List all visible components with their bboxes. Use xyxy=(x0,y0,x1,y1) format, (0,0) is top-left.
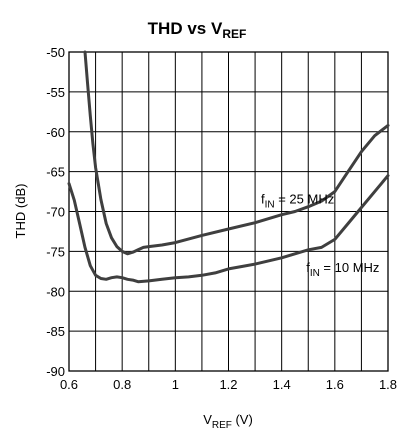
annotations: fIN = 25 MHz fIN = 10 MHz xyxy=(261,192,379,280)
y-tick-label: -80 xyxy=(46,284,65,299)
plot-frame xyxy=(68,51,389,372)
series-group xyxy=(67,50,390,284)
y-tick-label: -65 xyxy=(46,165,65,180)
y-tick-label: -85 xyxy=(46,324,65,339)
x-tick-label: 1.6 xyxy=(326,377,344,392)
x-tick-label: 1.2 xyxy=(219,377,237,392)
y-tick-label: -50 xyxy=(46,45,65,60)
series-line-25mhz xyxy=(83,50,390,256)
y-axis-ticks: -50 -55 -60 -65 -70 -75 -80 -85 -90 xyxy=(46,45,65,379)
grid xyxy=(68,51,389,372)
x-axis-label: VREF (V) xyxy=(203,412,253,431)
series-line-10mhz xyxy=(67,174,390,284)
chart-title: THD vs VREF xyxy=(148,19,247,41)
series-annotation-25mhz: fIN = 25 MHz xyxy=(261,192,334,211)
series-annotation-10mhz: fIN = 10 MHz xyxy=(306,260,379,279)
x-tick-label: 0.6 xyxy=(60,377,78,392)
x-tick-label: 1.4 xyxy=(273,377,291,392)
y-tick-label: -75 xyxy=(46,244,65,259)
x-axis-ticks: 0.6 0.8 1 1.2 1.4 1.6 1.8 xyxy=(60,377,397,392)
y-axis-label: THD (dB) xyxy=(13,184,28,239)
y-tick-label: -60 xyxy=(46,125,65,140)
x-tick-label: 0.8 xyxy=(113,377,131,392)
y-tick-label: -55 xyxy=(46,85,65,100)
y-tick-label: -70 xyxy=(46,205,65,220)
x-tick-label: 1 xyxy=(172,377,179,392)
y-tick-label: -90 xyxy=(46,364,65,379)
x-tick-label: 1.8 xyxy=(379,377,397,392)
